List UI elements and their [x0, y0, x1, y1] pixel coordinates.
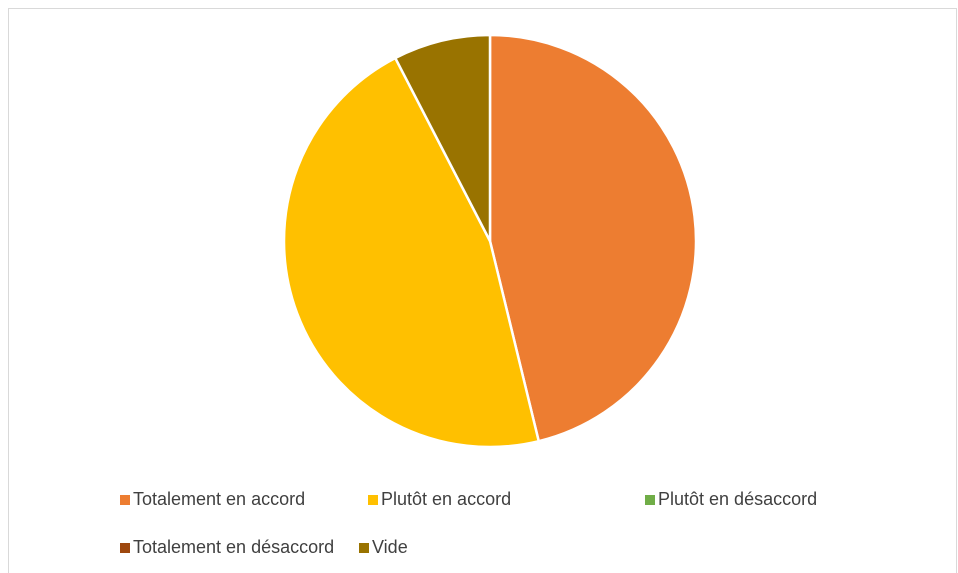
legend-label: Totalement en désaccord: [133, 537, 334, 557]
legend-label: Totalement en accord: [133, 489, 305, 509]
pie-slice: [488, 33, 698, 443]
legend-swatch: [359, 543, 369, 553]
legend-label: Plutôt en désaccord: [658, 489, 817, 509]
legend-label: Vide: [372, 537, 408, 557]
legend-swatch: [368, 495, 378, 505]
pie-slice: [393, 33, 492, 242]
legend-label: Plutôt en accord: [381, 489, 511, 509]
pie-slice: [282, 56, 541, 449]
legend-swatch: [120, 495, 130, 505]
legend-swatch: [645, 495, 655, 505]
legend-swatch: [120, 543, 130, 553]
